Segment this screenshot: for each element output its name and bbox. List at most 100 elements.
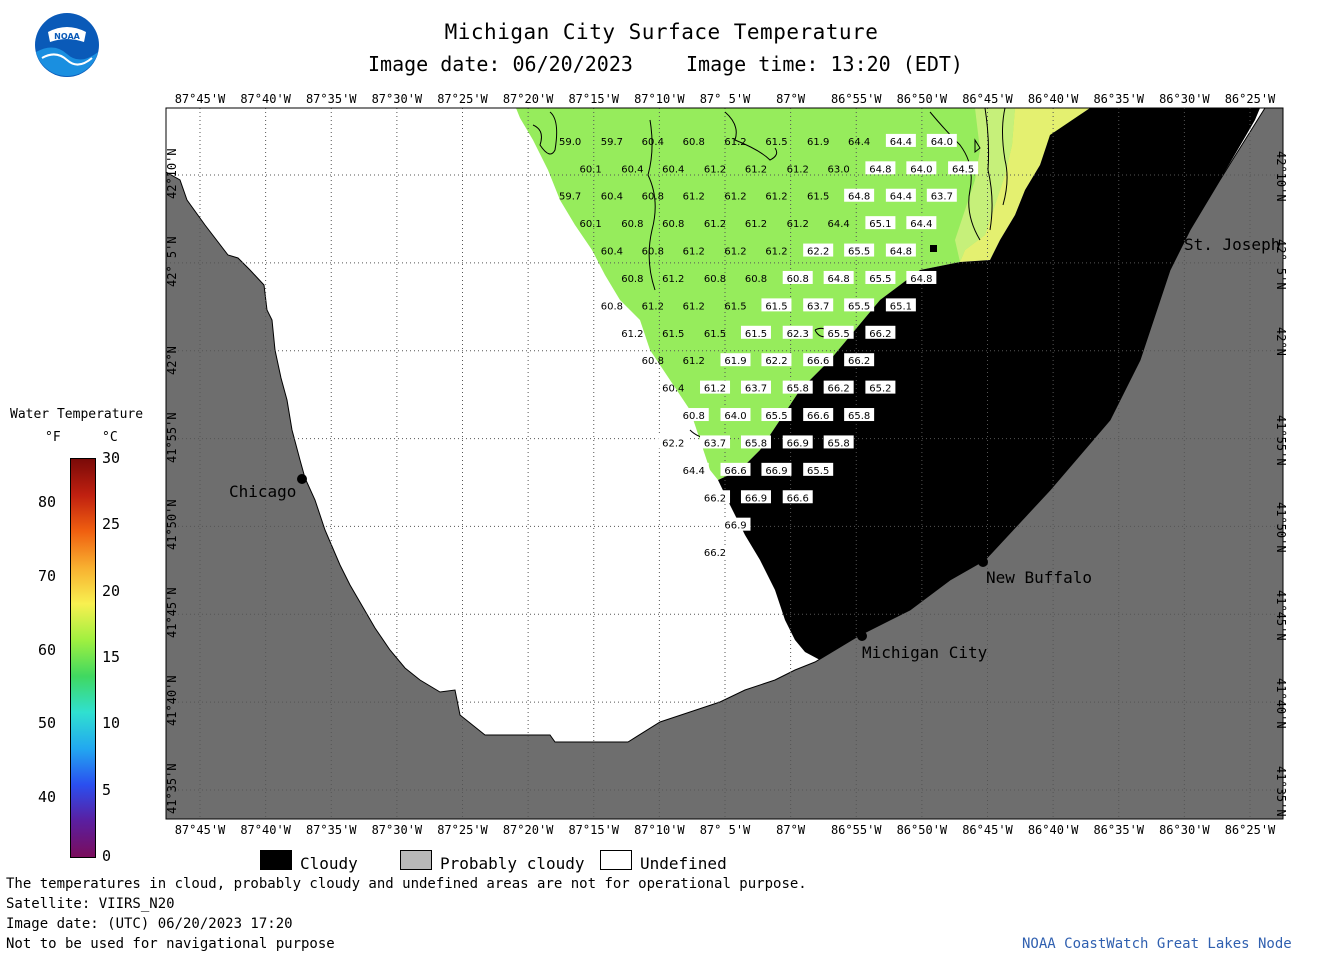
temp-label: 61.2 [642,301,664,312]
temp-label-box [844,188,875,202]
cloudy-swatch [260,850,292,870]
lon-label: 86°30'W [1159,92,1210,106]
temp-value: 61.2 [704,219,726,230]
temp-value: 63.7 [807,301,829,312]
temp-value: 63.7 [931,192,953,203]
temp-value: 61.2 [765,192,787,203]
temp-label: 60.1 [579,164,601,175]
temp-value: 66.2 [704,493,726,504]
temp-label: 60.4 [662,164,684,175]
temp-label: 63.7 [926,188,957,203]
temp-label-box [740,380,771,394]
temp-value: 60.4 [621,164,643,175]
temp-label-box [658,435,689,449]
temp-label: 61.2 [787,219,809,230]
temp-value: 66.9 [724,521,746,532]
temp-label: 60.4 [621,164,643,175]
lat-label: 41°55'N [165,411,179,463]
probably-cloudy-label: Probably cloudy [440,854,585,873]
temp-value: 62.2 [807,247,829,258]
temp-label-box [720,517,751,531]
lat-label: 42°10'N [165,148,179,199]
temp-value: 60.8 [683,137,705,148]
temp-value: 65.8 [787,384,809,395]
temp-value: 61.2 [683,247,705,258]
temp-value: 61.5 [704,329,726,340]
temp-value: 64.5 [952,164,974,175]
temp-label-box [906,216,937,230]
temp-value: 66.2 [828,384,850,395]
temp-label: 63.7 [803,298,834,312]
lon-label: 86°40'W [1027,823,1079,837]
temp-label: 61.2 [704,219,726,230]
temp-value: 64.8 [910,274,932,285]
temp-value: 65.8 [848,411,870,422]
lon-label: 86°25'W [1224,823,1276,837]
temp-label-box [844,353,875,367]
temp-value: 61.2 [765,247,787,258]
temp-label: 64.8 [906,270,937,285]
temp-label-box [782,270,813,284]
temp-value: 61.5 [807,192,829,203]
temp-value: 60.4 [662,164,684,175]
temp-label-box [885,133,916,147]
temp-label-box [720,462,751,476]
temp-value: 64.8 [890,247,912,258]
temp-label: 60.4 [601,192,623,203]
color-scale-bar [70,458,96,858]
temp-value: 61.2 [683,192,705,203]
temp-value: 60.4 [662,384,684,395]
temp-label-box [906,270,937,284]
lat-label: 41°50'N [1274,502,1288,553]
lon-label: 86°25'W [1224,92,1276,106]
temp-value: 60.8 [642,192,664,203]
temp-label-box [885,243,916,257]
temp-label: 65.5 [823,325,854,340]
temp-label: 66.2 [865,325,896,340]
temp-label-box [678,408,709,422]
probably-cloudy-swatch [400,850,432,870]
temp-label: 60.8 [662,219,684,230]
city-marker-michigan-city [857,631,867,641]
lon-label: 87°20'W [502,823,554,837]
city-marker-new-buffalo [978,557,988,567]
temp-value: 60.4 [601,192,623,203]
temp-label: 60.8 [601,301,623,312]
lon-label: 86°55'W [830,823,882,837]
temp-label: 61.2 [662,274,684,285]
temp-label: 61.2 [745,219,767,230]
cloud-area [718,108,1260,660]
lat-label: 41°55'N [1274,414,1288,466]
lat-label: 41°50'N [165,499,179,551]
temp-label: 66.6 [803,353,834,367]
lon-label: 87°W [776,92,806,106]
temp-value: 62.2 [662,438,684,449]
temp-label-box [700,490,731,504]
lat-label: 41°35'N [1274,765,1288,817]
temp-label: 65.5 [761,408,792,422]
noaa-logo-icon: NOAA [35,13,99,77]
lon-label: 87°10'W [634,823,685,837]
temp-label-box [700,435,731,449]
temp-value: 66.2 [848,356,870,367]
temp-label: 61.2 [704,164,726,175]
lon-label: 87°35'W [305,823,357,837]
city-label-new-buffalo: New Buffalo [986,568,1092,587]
legend-tick-c: 30 [102,449,121,467]
temp-label: 60.4 [662,384,684,395]
temp-value: 61.5 [765,137,787,148]
temp-label: 66.2 [700,490,731,504]
temp-label-box [865,216,896,230]
temp-label-box [844,243,875,257]
image-time: Image time: 13:20 (EDT) [686,52,963,76]
temp-value: 60.8 [787,274,809,285]
temp-label: 60.8 [782,270,813,285]
temp-value: 64.4 [828,219,850,230]
temp-value: 61.2 [724,137,746,148]
lon-label: 87°40'W [240,823,291,837]
lat-label: 42° 5'N [165,236,179,287]
lon-label: 86°45'W [962,823,1013,837]
temp-value: 66.9 [765,466,787,477]
temp-value: 65.8 [745,438,767,449]
